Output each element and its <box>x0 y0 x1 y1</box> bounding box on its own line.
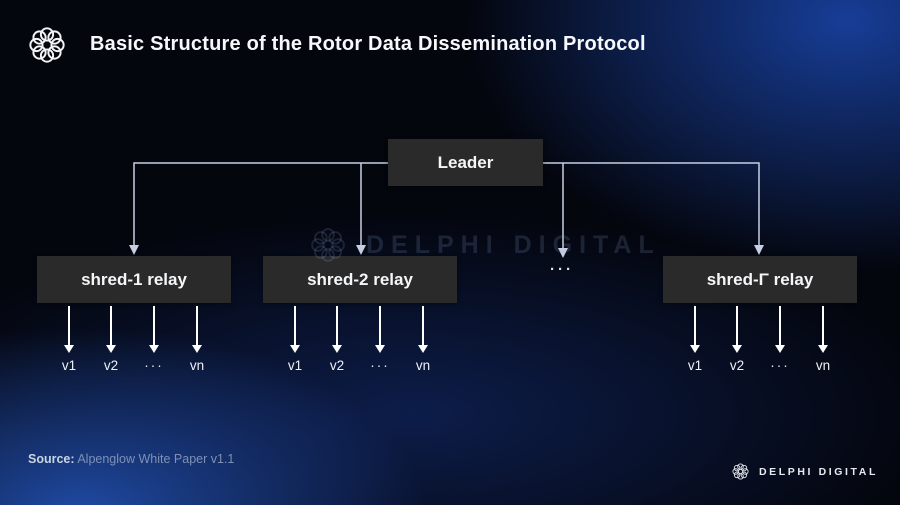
validator-label: vn <box>815 358 831 373</box>
source-label: Source: <box>28 452 75 466</box>
validator-label: v2 <box>103 358 119 373</box>
relay-node: shred-Γ relay <box>663 256 857 303</box>
down-arrow-icon <box>418 306 428 354</box>
brand-text: DELPHI DIGITAL <box>758 465 878 478</box>
down-arrow-icon <box>332 306 342 354</box>
down-arrow-icon <box>192 306 202 354</box>
validator-label: v2 <box>729 358 745 373</box>
validator-ellipsis-label: ··· <box>770 358 790 373</box>
relay-group-2: shred-2 relay v1 v2 ··· vn <box>263 256 457 386</box>
validator-label: v1 <box>687 358 703 373</box>
delphi-logo-icon <box>29 27 65 63</box>
relay-group-1: shred-1 relay v1 v2 ··· vn <box>37 256 231 386</box>
validator-label: v1 <box>61 358 77 373</box>
down-arrow-icon <box>149 306 159 354</box>
down-arrow-icon <box>690 306 700 354</box>
delphi-logo-footer-icon <box>732 463 749 480</box>
validator-label: v1 <box>287 358 303 373</box>
validator-label: vn <box>189 358 205 373</box>
leader-node: Leader <box>388 139 543 186</box>
down-arrow-icon <box>818 306 828 354</box>
validator-label: v2 <box>329 358 345 373</box>
validator-label: vn <box>415 358 431 373</box>
down-arrow-icon <box>290 306 300 354</box>
page-title: Basic Structure of the Rotor Data Dissem… <box>90 33 646 55</box>
relay-node: shred-2 relay <box>263 256 457 303</box>
relay-node: shred-1 relay <box>37 256 231 303</box>
down-arrow-icon <box>375 306 385 354</box>
down-arrow-icon <box>64 306 74 354</box>
down-arrow-icon <box>106 306 116 354</box>
hidden-relays-ellipsis: ··· <box>550 261 574 278</box>
validator-ellipsis-label: ··· <box>144 358 164 373</box>
down-arrow-icon <box>775 306 785 354</box>
brand-lockup: DELPHI DIGITAL <box>730 461 878 482</box>
validator-ellipsis-label: ··· <box>370 358 390 373</box>
relay-group-gamma: shred-Γ relay v1 v2 ··· vn <box>663 256 857 386</box>
source-value: Alpenglow White Paper v1.1 <box>74 452 235 466</box>
source-note: Source: Alpenglow White Paper v1.1 <box>28 452 234 466</box>
down-arrow-icon <box>732 306 742 354</box>
